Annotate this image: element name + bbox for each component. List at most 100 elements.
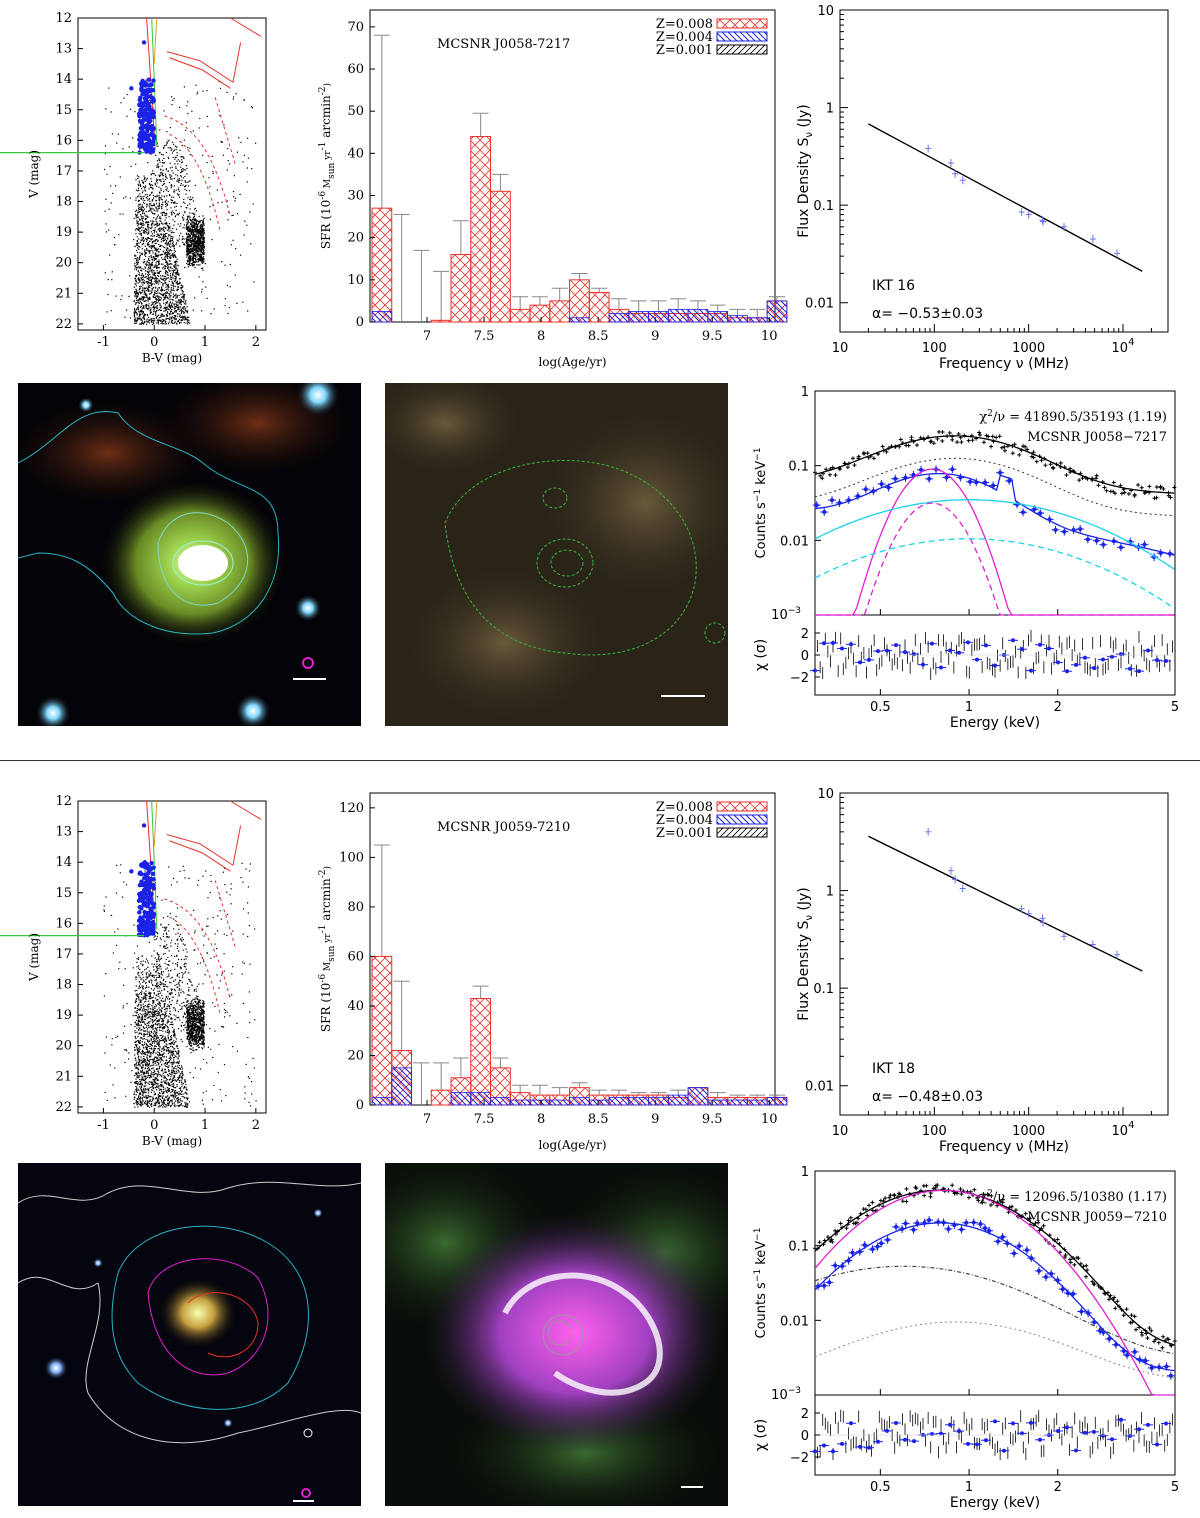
xray-ytick: 1 [801,1165,809,1180]
cmd-ytick: 16 [55,916,72,931]
xray-resid-tick: 2 [801,627,809,642]
radio-source-name: IKT 18 [872,1061,915,1077]
sfh-ytick: 100 [339,850,364,865]
cmd-ytick: 19 [55,225,72,240]
xray-chi2: χ2/ν = 41890.5/35193 (1.19) [979,409,1167,425]
sfh-legend-swatch [716,801,768,812]
radio-ytick: 0.01 [805,1080,834,1095]
sfh-chart-2: 7 7.5 8 8.5 9 9.5 10020406080100120log(Age/yr)… [318,792,788,1152]
xray-ytick-min: 10−3 [771,1386,801,1403]
xray-resid-tick: −2 [790,671,809,686]
sfh-xtick: 7 [423,1112,431,1127]
xray-xtick: 2 [1054,700,1062,715]
sfh-legend-swatch [716,44,768,55]
xray-xtick: 1 [965,700,973,715]
sfh-bar-z004 [727,315,748,323]
cmd-ytick: 17 [55,947,72,962]
sfh-ytick: 70 [347,20,364,35]
radio-xlabel: Frequency ν (MHz) [939,1139,1069,1155]
sfh-bar-z004 [628,1097,649,1106]
sfh-ytick: 60 [347,949,364,964]
radio-ytick: 10 [817,4,834,19]
sfh-bar-z004 [746,317,768,323]
radio-panel-1: 10 100 1000 104 0.01 0.1 1 10 Frequency ν (MHz) F… [790,0,1200,380]
radio-chart-2: 10 100 1000 104 0.01 0.1 1 10 Frequency ν (MHz) F… [796,787,1169,1155]
xray-resid-label: χ (σ) [753,639,769,671]
sfh-bar-z004 [746,1099,768,1106]
sfh-ytick: 60 [347,62,364,77]
cmd-isochrone-green [151,800,158,930]
sfh-bar-z008 [450,254,472,323]
radio-ytick: 1 [826,102,834,117]
sfh-xtick: 9.5 [702,1112,723,1127]
xray-model-mos [814,1222,1175,1372]
xray-xtick: 5 [1171,700,1179,715]
cmd-isochrone-dashed [164,880,236,1016]
sfh-bar-z004 [549,1099,570,1106]
xray-model-bg2 [814,1321,1175,1379]
cmd-field-stars [104,79,257,326]
sfh-frame [369,9,776,323]
xray-data-pn [813,1183,1177,1350]
sfh-bar-z004 [628,311,649,323]
sfh-bar-z004 [687,1087,709,1106]
cmd-frame [77,800,267,1114]
cmd-xtick: -1 [97,335,110,350]
sfh-bar-z008 [430,319,452,323]
xray-ytick: 1 [801,385,809,400]
sfh-ylabel: SFR (10-6 Msun yr-1 arcmin-2) [318,83,337,249]
radio-xlabel: Frequency ν (MHz) [939,356,1069,372]
radio-xtick: 1000 [1012,1124,1045,1139]
sfh-bar-z008 [470,998,492,1106]
sfh-ytick: 20 [347,231,364,246]
cmd-panel-1: -1 0 1 2 12 13 14 15 16 17 18 19 20 21 22 B-V (mag) V (m… [0,0,300,380]
radio-fit-line [868,123,1143,272]
sfh-xtick: 7 [423,329,431,344]
sfh-bar-z004 [569,317,590,323]
cmd-ytick: 20 [55,256,72,271]
cmd-ytick: 21 [55,286,72,301]
radio-source-name: IKT 16 [872,278,915,294]
xray-model-powerlaw-mos [814,538,1175,609]
sfh-bar-z004 [707,311,729,323]
sfh-bar-z008 [529,304,551,323]
cmd-ytick: 22 [55,1100,72,1115]
sfh-xtick: 9.5 [702,329,723,344]
cmd-ytick: 21 [55,1069,72,1084]
xray-resid-tick: −2 [790,1451,809,1466]
xray-xtick: 0.5 [870,1480,891,1495]
infrared-image-2 [385,1163,728,1506]
xray-chi2: χ2/ν = 12096.5/10380 (1.17) [979,1189,1167,1205]
xray-model-bg [814,457,1175,517]
sfh-bar-z004 [371,1097,393,1106]
cmd-ytick: 19 [55,1008,72,1023]
xray-ytick: 0.01 [780,1314,809,1329]
sfh-bar-z004 [529,1099,551,1106]
xray-model-thermal-mos [815,502,1175,616]
cmd-isochrone-giants [166,800,262,872]
cmd-xlabel: B-V (mag) [142,1134,202,1148]
cmd-ytick: 14 [55,72,72,87]
sfh-bar-z004 [648,1097,669,1106]
xray-model-thermal [815,468,1175,616]
cmd-ytick: 22 [55,317,72,332]
cmd-isochrone-orange [153,17,158,64]
sfh-ytick: 10 [347,273,364,288]
xray-ylabel: Counts s−1 keV−1 [753,1228,769,1339]
sfh-bar-z004 [707,1099,729,1106]
radio-ytick: 1 [826,885,834,900]
sfh-ylabel: SFR (10-6 Msun yr-1 arcmin-2) [318,866,337,1032]
radio-ylabel: Flux Density Sν (Jy) [796,104,815,238]
xray-data-pn [813,429,1177,501]
sfh-bar-z004 [667,1094,689,1106]
cmd-ytick: 12 [55,794,72,809]
sfh-xtick: 10 [761,1112,778,1127]
xray-model-total [814,435,1175,494]
xray-data-mos [814,1216,1175,1380]
xray-model-mos [814,472,1175,556]
cmd-xtick: 0 [150,335,158,350]
sfh-bar-z008 [509,308,531,323]
sfh-chart-1: 7 7.5 8 8.5 9 9.5 10 0 10 20 30 40 50 60 70 log(Age/yr)… [318,9,788,369]
